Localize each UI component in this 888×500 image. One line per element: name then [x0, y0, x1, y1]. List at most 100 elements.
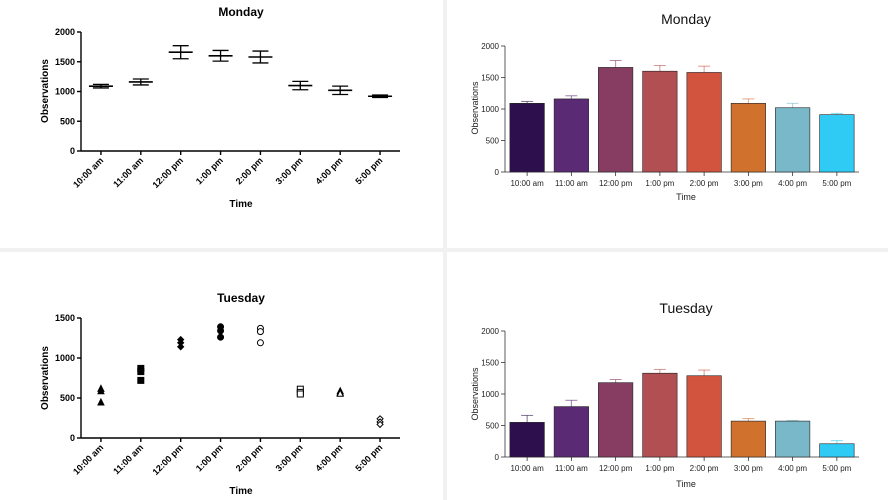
y-tick-label: 1500: [481, 359, 499, 368]
x-tick-label: 3:00 pm: [734, 179, 763, 188]
x-tick-label: 4:00 pm: [778, 179, 807, 188]
data-point: [296, 390, 304, 398]
data-point: [336, 389, 344, 397]
x-tick-label: 5:00 pm: [822, 464, 851, 473]
y-tick-label: 1000: [481, 105, 499, 114]
x-tick-label: 12:00 pm: [150, 442, 185, 477]
y-tick-label: 1000: [55, 353, 75, 363]
x-tick-label: 11:00 am: [111, 155, 145, 189]
y-tick-label: 2000: [481, 42, 499, 51]
x-tick-label: 11:00 am: [555, 179, 588, 188]
horizontal-divider: [0, 248, 888, 252]
panel-tuesday-bar: Tuesday Time Observations 0 500 1000 1500 20…: [447, 252, 888, 500]
bar: [819, 114, 855, 173]
x-tick-label: 1:00 pm: [645, 464, 674, 473]
y-tick-label: 1500: [481, 74, 499, 83]
x-tick-label: 3:00 pm: [274, 442, 305, 473]
x-tick-label: 10:00 am: [71, 155, 105, 189]
data-point: [217, 333, 225, 341]
x-tick-label: 2:00 pm: [690, 464, 719, 473]
bar: [553, 406, 589, 458]
tuesday-scatter-chart: Tuesday Time Observations 0 500 1000 1500 10…: [40, 291, 400, 497]
x-tick-label: 10:00 am: [510, 464, 544, 473]
bar: [509, 422, 545, 458]
chart-title: Monday: [218, 5, 264, 19]
data-point: [256, 328, 264, 336]
bar: [642, 372, 678, 458]
x-tick-label: 2:00 pm: [234, 442, 265, 473]
x-tick-label: 10:00 am: [71, 442, 105, 476]
y-axis-label: Observations: [40, 346, 51, 410]
x-axis-label: Time: [676, 192, 696, 202]
y-tick-label: 1500: [55, 313, 75, 323]
y-tick-label: 1000: [481, 390, 499, 399]
bar: [553, 98, 589, 173]
panel-tuesday-scatter: Tuesday Time Observations 0 500 1000 1500 10…: [0, 252, 443, 500]
bar: [509, 103, 545, 173]
y-axis-label: Observations: [470, 367, 480, 421]
x-tick-label: 3:00 pm: [734, 464, 763, 473]
x-axis-label: Time: [676, 479, 696, 489]
bar: [598, 67, 634, 173]
x-tick-label: 2:00 pm: [690, 179, 719, 188]
data-point: [97, 386, 105, 395]
bar: [775, 107, 811, 173]
data-point: [97, 397, 105, 406]
chart-title: Monday: [661, 11, 711, 27]
y-tick-label: 1000: [55, 87, 75, 97]
y-tick-label: 0: [495, 453, 500, 462]
x-tick-label: 12:00 pm: [599, 464, 633, 473]
x-tick-label: 2:00 pm: [234, 155, 265, 186]
y-axis-label: Observations: [40, 59, 51, 123]
monday-bar-chart: Monday Time Observations 0 500 1000 1500 200…: [470, 11, 859, 202]
x-tick-label: 4:00 pm: [778, 464, 807, 473]
x-tick-label: 5:00 pm: [353, 155, 384, 186]
y-tick-label: 0: [70, 433, 75, 443]
x-tick-label: 4:00 pm: [313, 442, 344, 473]
y-tick-label: 500: [486, 422, 500, 431]
bar: [686, 375, 722, 458]
data-point: [256, 339, 264, 347]
y-tick-label: 0: [495, 168, 500, 177]
y-tick-label: 500: [486, 137, 500, 146]
x-tick-label: 11:00 am: [111, 442, 145, 476]
x-tick-label: 1:00 pm: [194, 442, 225, 473]
y-tick-label: 0: [70, 146, 75, 156]
x-tick-label: 4:00 pm: [313, 155, 344, 186]
tuesday-bar-chart: Tuesday Time Observations 0 500 1000 1500 20…: [470, 300, 859, 489]
monday-errorbar-chart: Monday Time Observations 0 500 1000 1500 200…: [40, 5, 400, 210]
panel-monday-errorbar: Monday Time Observations 0 500 1000 1500 200…: [0, 0, 443, 248]
data-point: [137, 368, 145, 376]
x-tick-label: 10:00 am: [510, 179, 544, 188]
bar: [730, 103, 766, 173]
data-point: [137, 376, 145, 384]
x-tick-label: 11:00 am: [555, 464, 588, 473]
x-tick-label: 12:00 pm: [150, 155, 185, 190]
x-tick-label: 5:00 pm: [353, 442, 384, 473]
bar: [730, 420, 766, 458]
x-tick-label: 1:00 pm: [645, 179, 674, 188]
chart-title: Tuesday: [217, 291, 265, 305]
x-axis-label: Time: [229, 486, 253, 497]
data-point: [376, 420, 384, 429]
x-tick-label: 3:00 pm: [274, 155, 305, 186]
bar: [598, 382, 634, 458]
y-tick-label: 1500: [55, 57, 75, 67]
data-point: [217, 327, 225, 335]
bar: [686, 72, 722, 173]
y-tick-label: 2000: [55, 27, 75, 37]
y-tick-label: 500: [60, 116, 75, 126]
x-tick-label: 12:00 pm: [599, 179, 633, 188]
x-axis-label: Time: [229, 199, 253, 210]
y-axis-label: Observations: [470, 81, 480, 135]
y-tick-label: 2000: [481, 327, 499, 336]
panel-monday-bar: Monday Time Observations 0 500 1000 1500 200…: [447, 0, 888, 248]
bar: [775, 420, 811, 458]
data-point: [176, 343, 185, 351]
chart-title: Tuesday: [659, 300, 712, 316]
x-tick-label: 1:00 pm: [194, 155, 225, 186]
x-tick-label: 5:00 pm: [822, 179, 851, 188]
bar: [642, 70, 678, 173]
bar: [819, 443, 855, 458]
y-tick-label: 500: [60, 393, 75, 403]
